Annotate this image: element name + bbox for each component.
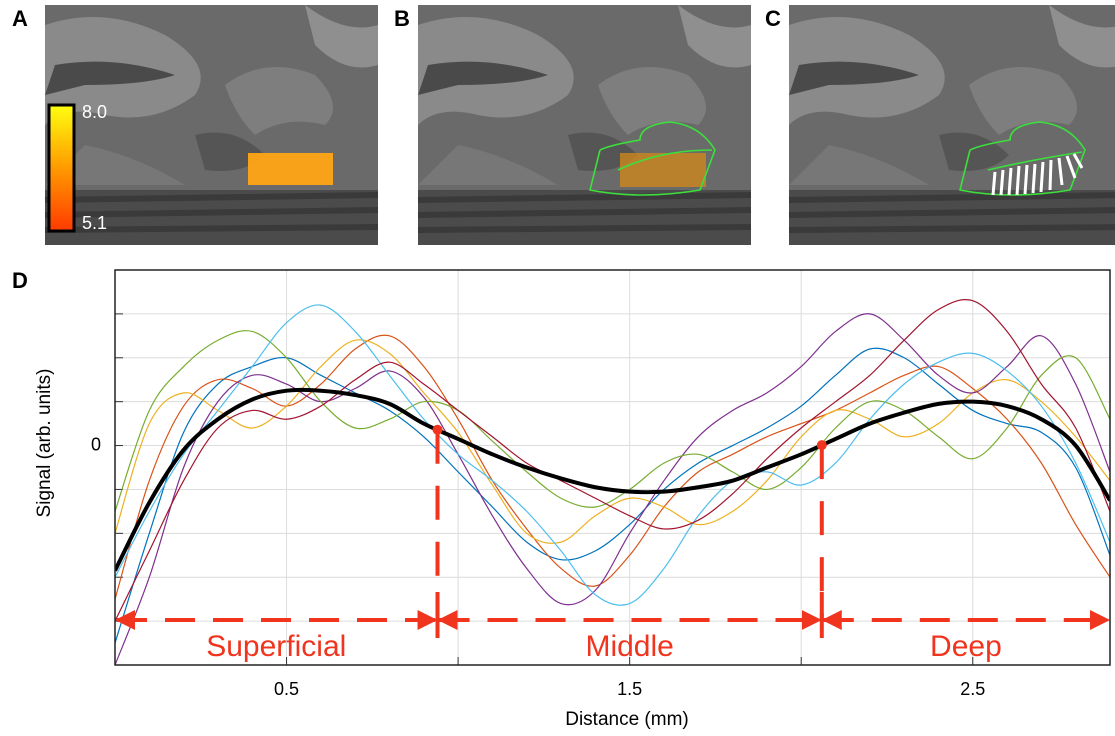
profile-line [115, 304, 1110, 606]
x-tick-label: 0.5 [274, 679, 299, 699]
contour [589, 121, 716, 196]
colorbar-min: 5.1 [82, 213, 107, 233]
profile-line [115, 339, 1110, 544]
profile-line [115, 347, 1110, 644]
mri-image [418, 5, 751, 245]
region-label: Deep [930, 630, 1002, 663]
mean-line [115, 387, 1110, 572]
profile-line [115, 313, 1110, 665]
region-label: Superficial [206, 630, 346, 663]
profile-line [115, 299, 1110, 622]
x-tick-label: 1.5 [617, 679, 642, 699]
panel-c: C [765, 5, 1115, 245]
panel-a: A 8.0 5.1 [12, 5, 378, 245]
colorbar-max: 8.0 [82, 102, 107, 122]
x-tick-label: 2.5 [960, 679, 985, 699]
colorbar [47, 103, 76, 233]
panel-label: B [394, 6, 410, 31]
roi-box [248, 153, 333, 185]
profile-line [115, 334, 1110, 600]
region-label: Middle [585, 630, 673, 663]
profile-lines [991, 153, 1084, 196]
panel-label: A [12, 6, 28, 31]
boundary-dot [432, 424, 443, 435]
roi-box [620, 153, 706, 187]
panel-label: D [12, 268, 28, 293]
mri-image [789, 5, 1115, 245]
panel-label: C [765, 6, 781, 31]
boundary-dot [816, 440, 827, 451]
plot-frame [114, 269, 1111, 666]
y-axis-title: Signal (arb. units) [34, 369, 55, 518]
x-axis-title: Distance (mm) [565, 709, 689, 730]
contour [959, 121, 1086, 196]
y-tick-label: 0 [91, 434, 101, 454]
profile-line [115, 330, 1110, 512]
panel-b: B [394, 5, 751, 245]
mri-image [45, 5, 378, 245]
plot-area: 0.5 1.5 2.5 0 Superficial Middle Deep [91, 269, 1111, 699]
